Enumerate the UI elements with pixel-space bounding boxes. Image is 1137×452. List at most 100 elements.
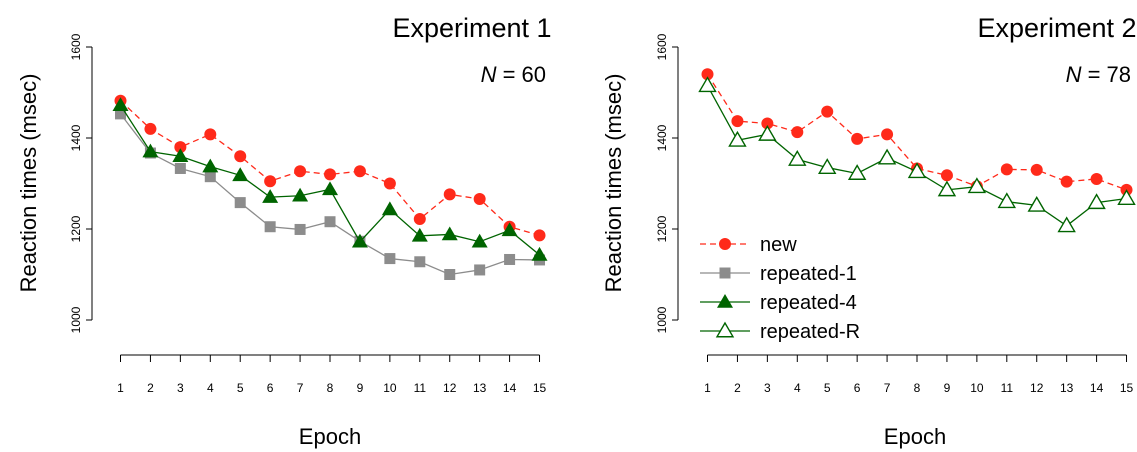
data-point-repeated-r (758, 124, 777, 141)
data-point-repeated-4 (292, 187, 309, 202)
legend-marker-new (719, 238, 731, 250)
data-point-new (1030, 163, 1043, 176)
data-point-repeated-4 (441, 226, 458, 241)
x-tick-label: 12 (1030, 381, 1044, 395)
data-point-repeated-r (1027, 195, 1046, 212)
x-tick-label: 2 (734, 381, 741, 395)
x-tick-label: 5 (237, 381, 244, 395)
data-point-new (761, 117, 774, 130)
data-point-repeated-4 (202, 158, 219, 173)
legend-marker-repeated-4 (717, 294, 733, 308)
plot-area-1 (112, 94, 548, 280)
data-point-repeated-r (1057, 216, 1076, 233)
data-point-new (413, 212, 426, 225)
data-point-new (1090, 172, 1103, 185)
x-tick-label: 14 (503, 381, 517, 395)
x-tick-label: 1 (704, 381, 711, 395)
legend-marker-repeated-r (715, 321, 735, 338)
x-tick-label: 15 (1120, 381, 1134, 395)
data-point-repeated-4 (381, 201, 398, 216)
annotation-n-value-1: = 60 (496, 62, 546, 87)
x-tick-label: 3 (764, 381, 771, 395)
data-point-repeated-r (1117, 189, 1136, 205)
y-tick-label: 1600 (69, 33, 83, 60)
data-point-repeated-4 (351, 233, 368, 248)
x-tick-label: 9 (944, 381, 951, 395)
x-axis-label-1: Epoch (299, 424, 361, 449)
data-point-repeated-4 (501, 222, 518, 237)
x-tick-label: 13 (1060, 381, 1074, 395)
data-point-repeated-1 (115, 108, 126, 120)
data-point-new (174, 141, 187, 154)
x-tick-label: 11 (414, 381, 427, 395)
data-point-repeated-r (907, 162, 927, 179)
data-point-new (701, 68, 714, 81)
data-point-repeated-1 (414, 256, 426, 268)
data-point-new (1000, 163, 1013, 176)
x-tick-label: 14 (1090, 381, 1104, 395)
x-tick-label: 7 (884, 381, 891, 395)
data-point-repeated-4 (112, 97, 129, 111)
data-point-repeated-r (967, 177, 987, 194)
plot-area-2 (698, 68, 1136, 233)
x-tick-label: 1 (117, 381, 124, 395)
x-tick-label: 3 (177, 381, 184, 395)
data-point-repeated-4 (322, 181, 339, 196)
x-tick-label: 2 (147, 381, 154, 395)
x-tick-label: 13 (473, 381, 487, 395)
data-point-new (144, 122, 157, 135)
data-point-repeated-1 (504, 253, 516, 265)
legend: new repeated-1 repeated-4 repeated-R (700, 234, 860, 343)
data-point-repeated-r (728, 130, 747, 147)
x-axis-label-2: Epoch (884, 424, 946, 449)
annotation-n-value-2: = 78 (1081, 62, 1131, 87)
data-point-new (473, 192, 486, 205)
x-tick-label: 9 (357, 381, 364, 395)
legend-marker-repeated-1 (719, 267, 731, 279)
data-point-new (821, 105, 834, 118)
y-tick-label: 1200 (655, 215, 669, 242)
x-tick-label: 4 (794, 381, 801, 395)
annotation-n-italic-1: N (481, 62, 497, 87)
y-tick-label: 1400 (69, 124, 83, 151)
data-point-new (791, 126, 804, 139)
chart-title-1: Experiment 1 (392, 13, 551, 43)
data-point-repeated-1 (324, 216, 336, 228)
data-point-new (294, 165, 307, 178)
data-point-new (234, 150, 247, 163)
data-point-repeated-1 (474, 264, 486, 276)
x-tick-label: 10 (383, 381, 397, 395)
x-tick-label: 5 (824, 381, 831, 395)
data-point-repeated-r (847, 164, 867, 180)
annotation-n-1: N = 60 (481, 62, 546, 87)
data-point-new (353, 165, 366, 178)
x-tick-label: 8 (914, 381, 921, 395)
data-point-repeated-4 (411, 227, 428, 242)
panel-experiment-2: Experiment 2 N = 78 Reaction times (msec… (601, 13, 1137, 449)
data-point-new (1060, 175, 1073, 188)
data-point-repeated-r (818, 158, 837, 175)
data-point-new (443, 188, 456, 201)
y-tick-label: 1000 (69, 306, 83, 333)
y-axis-label-2: Reaction times (msec) (601, 74, 626, 293)
x-tick-label: 6 (854, 381, 861, 395)
data-point-repeated-r (877, 148, 897, 165)
data-point-repeated-4 (471, 233, 488, 248)
data-point-repeated-1 (204, 171, 216, 183)
annotation-n-italic-2: N (1066, 62, 1082, 87)
x-tick-label: 12 (443, 381, 457, 395)
data-point-repeated-r (1087, 193, 1106, 210)
y-tick-label: 1400 (655, 124, 669, 151)
data-point-repeated-4 (232, 167, 249, 182)
y-axis-label-1: Reaction times (msec) (16, 74, 41, 293)
data-point-repeated-r (788, 149, 807, 166)
data-point-repeated-1 (294, 223, 306, 235)
data-point-new (264, 175, 277, 188)
legend-label-repeated-4: repeated-4 (760, 292, 857, 314)
data-point-new (204, 128, 217, 141)
data-point-repeated-1 (384, 253, 396, 265)
data-point-repeated-r (698, 76, 717, 93)
